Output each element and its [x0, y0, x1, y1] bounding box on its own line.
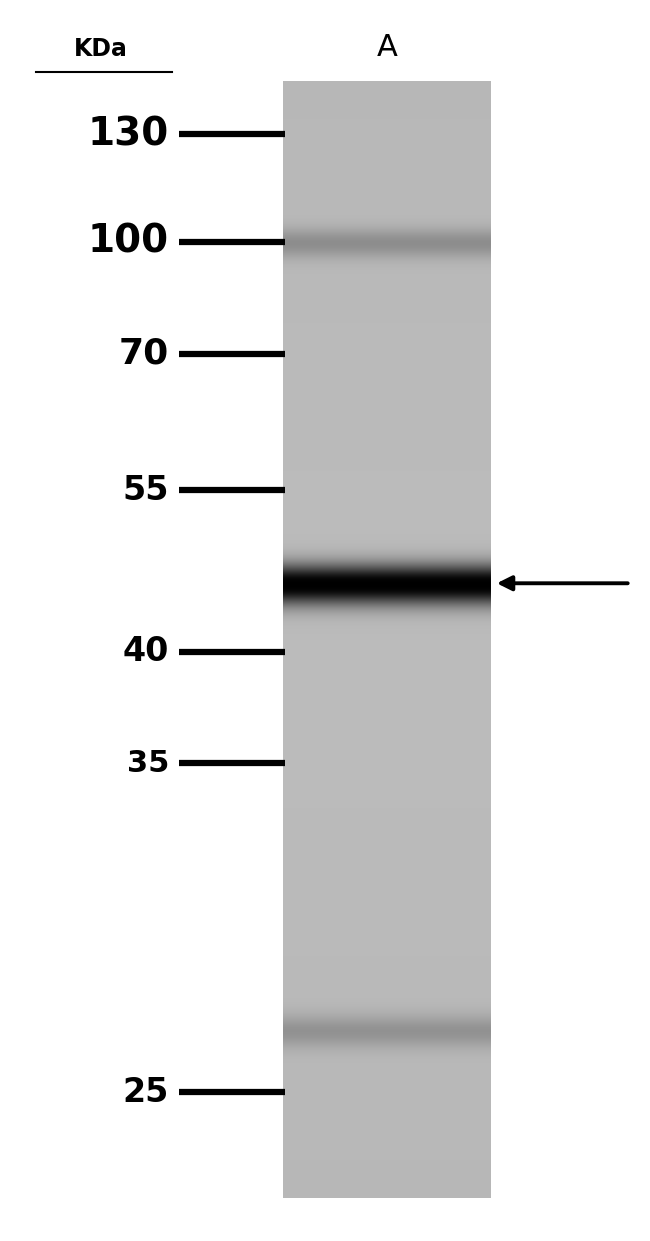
Text: A: A: [376, 32, 397, 62]
Text: 35: 35: [127, 748, 169, 778]
Text: 130: 130: [88, 115, 169, 153]
Text: 40: 40: [123, 635, 169, 668]
Text: KDa: KDa: [74, 37, 127, 61]
Text: 25: 25: [123, 1076, 169, 1108]
Text: 100: 100: [88, 223, 169, 261]
Text: 55: 55: [122, 474, 169, 506]
Text: 70: 70: [119, 336, 169, 371]
